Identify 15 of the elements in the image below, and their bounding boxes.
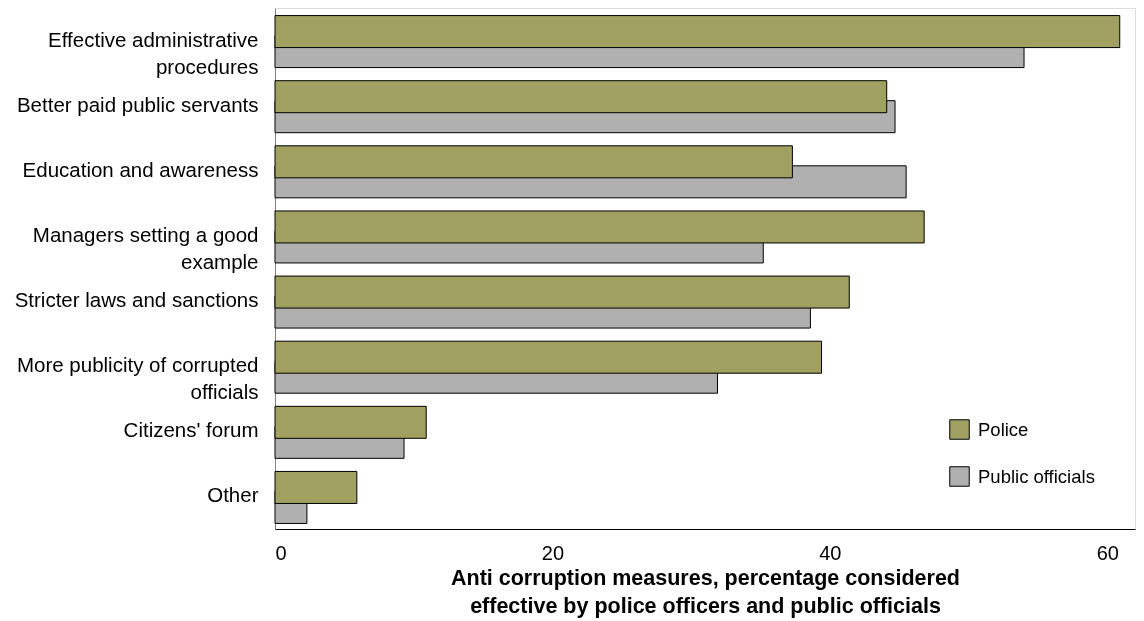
x-tick-label: 40 xyxy=(819,541,842,564)
x-tick-label: 60 xyxy=(1096,541,1119,564)
x-tick-label: 20 xyxy=(541,541,565,564)
legend-label: Police xyxy=(978,418,1029,440)
y-tick-label: Better paid public servants xyxy=(16,92,259,116)
y-tick-label: Other xyxy=(207,483,259,507)
y-tick-label: Managers setting a good example xyxy=(32,222,259,273)
x-tick-label: 0 xyxy=(275,541,287,564)
y-tick-label: Effective administrative procedures xyxy=(48,27,259,78)
y-tick-label: More publicity of corrupted officials xyxy=(16,353,259,404)
y-tick-label: Stricter laws and sanctions xyxy=(14,288,259,312)
legend-label: Public officials xyxy=(978,465,1095,487)
y-tick-label: Citizens' forum xyxy=(123,418,259,442)
y-tick-label: Education and awareness xyxy=(22,157,259,181)
x-axis-title: Anti corruption measures, percentage considered effective by police officers and public officials xyxy=(451,565,960,618)
